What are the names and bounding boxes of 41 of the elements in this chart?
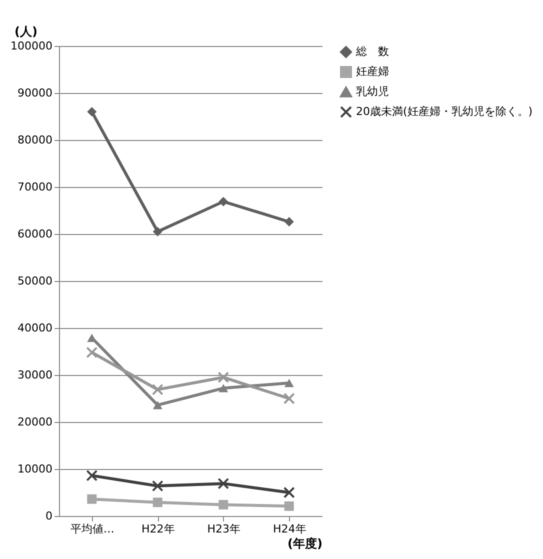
point bbox=[218, 500, 228, 510]
point bbox=[283, 392, 295, 404]
point bbox=[218, 196, 228, 206]
y-tick-label: 80000 bbox=[18, 134, 52, 146]
legend-label: 乳幼児 bbox=[356, 85, 389, 98]
y-axis-title: (人) bbox=[14, 24, 38, 38]
y-tick-label: 20000 bbox=[18, 416, 52, 428]
point bbox=[152, 480, 164, 492]
x-tick-label: H24年 bbox=[272, 522, 306, 536]
point bbox=[218, 384, 228, 392]
y-tick-label: 70000 bbox=[18, 180, 52, 194]
point bbox=[284, 501, 294, 511]
x-tick-label: H23年 bbox=[207, 522, 241, 536]
y-tick-label: 0 bbox=[46, 510, 52, 522]
y-tick-label: 40000 bbox=[18, 322, 52, 334]
legend-label: 妊産婦 bbox=[356, 65, 389, 78]
point bbox=[152, 226, 162, 236]
x-axis-title: (年度) bbox=[288, 536, 322, 550]
y-tick-label: 90000 bbox=[18, 86, 52, 100]
x-tick-label: H22年 bbox=[141, 522, 175, 536]
y-tick-label: 10000 bbox=[18, 462, 52, 476]
x-tick-label: 平均値… bbox=[70, 522, 114, 536]
point bbox=[87, 107, 97, 117]
point bbox=[87, 494, 97, 504]
point bbox=[87, 334, 97, 342]
y-tick-label: 60000 bbox=[18, 228, 52, 240]
point bbox=[283, 486, 295, 498]
point bbox=[152, 498, 162, 508]
legend-label: 総 数 bbox=[355, 45, 389, 58]
point bbox=[218, 478, 230, 490]
point bbox=[218, 372, 230, 384]
point bbox=[284, 217, 294, 227]
y-tick-label: 50000 bbox=[18, 274, 52, 288]
y-tick-label: 30000 bbox=[18, 368, 52, 382]
point bbox=[152, 384, 164, 396]
point bbox=[284, 378, 294, 388]
point bbox=[86, 470, 98, 482]
y-tick-label: 100000 bbox=[10, 40, 52, 52]
legend-label: 20歳未満(妊産婦・乳幼児を除く。) bbox=[356, 105, 533, 118]
point bbox=[152, 400, 162, 410]
point bbox=[86, 346, 98, 358]
